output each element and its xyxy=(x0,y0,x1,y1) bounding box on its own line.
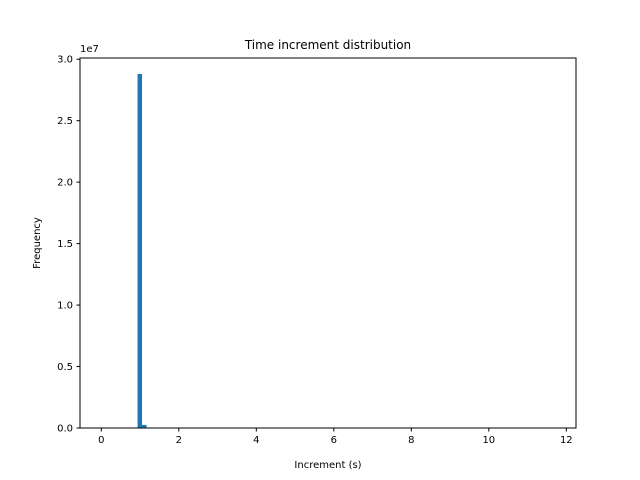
x-tick-label: 2 xyxy=(176,435,182,446)
x-tick-label: 0 xyxy=(98,435,104,446)
x-tick-label: 12 xyxy=(560,435,573,446)
y-tick-label: 0.5 xyxy=(57,362,73,373)
y-axis: 0.0 0.5 1.0 1.5 2.0 2.5 3.0 xyxy=(57,55,80,435)
histogram-bar-1 xyxy=(142,424,147,428)
x-tick-label: 10 xyxy=(482,435,495,446)
y-tick-label: 3.0 xyxy=(57,55,73,66)
plot-area-frame xyxy=(79,57,577,429)
y-tick-label: 1.5 xyxy=(57,239,73,250)
y-axis-title: Frequency xyxy=(32,217,43,269)
x-tick-label: 8 xyxy=(408,435,414,446)
y-axis-offset-label: 1e7 xyxy=(80,44,99,55)
y-tick-label: 0.0 xyxy=(57,424,73,435)
x-axis: 0 2 4 6 8 10 12 xyxy=(98,428,573,446)
y-tick-label: 2.0 xyxy=(57,178,73,189)
x-axis-title: Increment (s) xyxy=(294,460,361,471)
chart-title: Time increment distribution xyxy=(244,38,411,52)
x-tick-label: 4 xyxy=(253,435,259,446)
histogram-bar-0 xyxy=(137,73,143,428)
y-tick-label: 1.0 xyxy=(57,301,73,312)
x-tick-label: 6 xyxy=(331,435,337,446)
y-tick-label: 2.5 xyxy=(57,116,73,127)
